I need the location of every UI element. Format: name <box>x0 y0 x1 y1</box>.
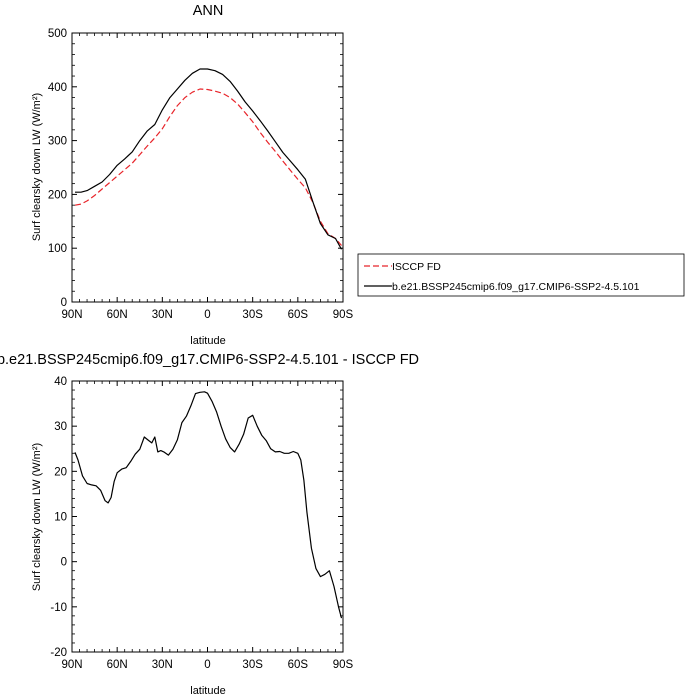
chart-bottom-series <box>74 391 343 619</box>
chart-bottom-xtick-label: 30S <box>242 659 263 671</box>
chart-top-ytick-label: 400 <box>48 82 67 94</box>
chart-top-plot-frame <box>71 32 344 303</box>
chart-top-ytick-label: 500 <box>48 28 67 40</box>
chart-top-xtick-label: 90N <box>61 309 82 321</box>
chart-top-ticks <box>71 32 344 303</box>
chart-top-ytick-label: 0 <box>61 297 67 309</box>
chart-top-xtick-label: 60N <box>107 309 128 321</box>
chart-bottom-xtick-label: 0 <box>204 659 210 671</box>
legend-box <box>357 253 685 297</box>
chart-bottom-ytick-label: -20 <box>50 647 67 659</box>
chart-bottom-xtick-label: 90S <box>333 659 354 671</box>
chart-bottom-ytick-label: 40 <box>54 376 67 388</box>
chart-bottom-plot-frame <box>71 380 344 653</box>
chart-bottom-ticks <box>71 380 344 653</box>
chart-top-xtick-label: 90S <box>333 309 354 321</box>
chart-top-tick-labels: 90N 60N 30N 0 30S 60S 90S 0 100 200 300 400 500 <box>48 28 354 321</box>
chart-top-ylabel: Surf clearsky down LW (W/m²) <box>31 93 43 241</box>
chart-bottom-ytick-label: -10 <box>50 602 67 614</box>
chart-top-xtick-label: 30N <box>152 309 173 321</box>
chart-top-series-line-1 <box>75 68 343 250</box>
chart-bottom-xtick-label: 60N <box>107 659 128 671</box>
chart-top-xtick-label: 60S <box>288 309 309 321</box>
chart-top-xlabel: latitude <box>190 335 225 347</box>
chart-bottom-ylabel: Surf clearsky down LW (W/m²) <box>31 443 43 591</box>
chart-top: ANN 90N 60N 30N 0 30S 60S 90S0100200300400500 … <box>31 3 354 347</box>
chart-bottom-xtick-label: 30N <box>152 659 173 671</box>
chart-top-xtick-label: 30S <box>242 309 263 321</box>
chart-bottom-ytick-label: 30 <box>54 421 67 433</box>
chart-bottom-xlabel: latitude <box>190 685 225 697</box>
chart-top-ytick-label: 100 <box>48 243 67 255</box>
chart-bottom-xtick-label: 60S <box>288 659 309 671</box>
chart-top-title: ANN <box>193 3 224 19</box>
chart-bottom-ytick-label: 20 <box>54 466 67 478</box>
chart-top-series-line-0 <box>74 88 342 246</box>
chart-top-ytick-label: 200 <box>48 189 67 201</box>
chart-top-series <box>74 68 343 250</box>
chart-top-ytick-label: 300 <box>48 136 67 148</box>
chart-bottom-series-line-0 <box>74 391 343 619</box>
chart-bottom-ytick-label: 10 <box>54 512 67 524</box>
chart-bottom: b.e21.BSSP245cmip6.f09_g17.CMIP6-SSP2-4.… <box>0 352 419 697</box>
chart-bottom-ytick-label: 0 <box>61 557 67 569</box>
chart-bottom-tick-labels: 90N 60N 30N 0 30S 60S 90S -20 -10 0 10 20 30 40 <box>50 376 353 671</box>
chart-bottom-title: b.e21.BSSP245cmip6.f09_g17.CMIP6-SSP2-4.… <box>0 352 419 368</box>
legend-label-isccp: ISCCP FD <box>392 261 441 273</box>
legend: ISCCP FD b.e21.BSSP245cmip6.f09_g17.CMIP… <box>357 253 685 297</box>
chart-top-xtick-label: 0 <box>204 309 210 321</box>
chart-bottom-xtick-label: 90N <box>61 659 82 671</box>
legend-label-model: b.e21.BSSP245cmip6.f09_g17.CMIP6-SSP2-4.… <box>392 281 640 293</box>
